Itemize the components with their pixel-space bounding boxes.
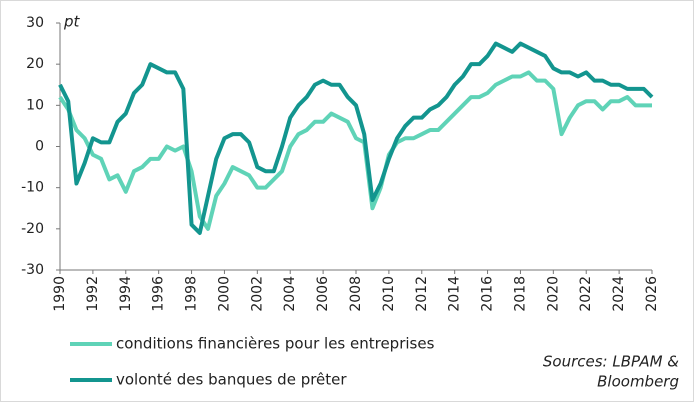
x-tick-label: 2022 — [578, 276, 594, 312]
x-tick-label: 2016 — [480, 276, 496, 312]
x-tick-label: 2004 — [282, 276, 298, 312]
y-tick-label: 30 — [26, 15, 44, 31]
series-line — [58, 41, 654, 235]
x-tick-label: 1998 — [184, 276, 200, 312]
y-tick-label: 20 — [26, 56, 44, 72]
x-tick-label: 2020 — [545, 276, 561, 312]
x-tick-label: 1992 — [85, 276, 101, 312]
y-tick-label: -10 — [21, 180, 44, 196]
x-tick-label: 1996 — [151, 276, 167, 312]
x-tick-label: 2000 — [216, 276, 232, 312]
x-tick-label: 2010 — [381, 276, 397, 312]
source: Sources: LBPAM & — [543, 353, 679, 371]
x-tick-label: 2008 — [348, 276, 364, 312]
x-tick-label: 2026 — [644, 276, 660, 312]
source: Bloomberg — [597, 373, 679, 391]
x-tick-label: 2006 — [315, 276, 331, 312]
x-tick-label: 2002 — [249, 276, 265, 312]
legend-label: volonté des banques de prêter — [116, 371, 347, 389]
x-tick-label: 2018 — [512, 276, 528, 312]
y-tick-label: -20 — [21, 221, 44, 237]
x-tick-label: 2012 — [414, 276, 430, 312]
x-tick-label: 1990 — [52, 276, 68, 312]
series-line — [58, 70, 652, 231]
legend-label: conditions financières pour les entrepri… — [116, 335, 435, 353]
x-tick-label: 1994 — [118, 276, 134, 312]
y-axis-label: pt — [63, 13, 81, 31]
x-tick-label: 2014 — [447, 276, 463, 312]
y-tick-label: -30 — [21, 262, 44, 278]
y-tick-label: 10 — [26, 97, 44, 113]
y-tick-label: 0 — [35, 139, 44, 155]
x-tick-label: 2024 — [611, 276, 627, 312]
